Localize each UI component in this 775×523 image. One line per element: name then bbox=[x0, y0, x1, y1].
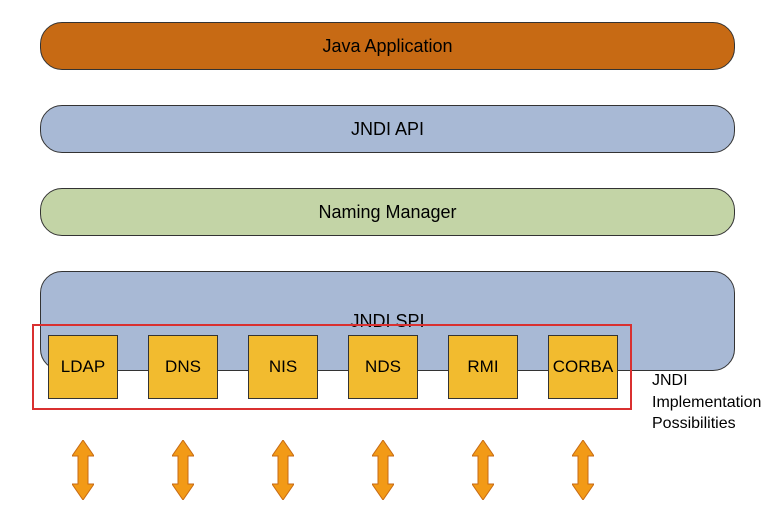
provider-label: NDS bbox=[365, 357, 401, 377]
side-label-line: Implementation bbox=[652, 392, 761, 414]
side-label: JNDI Implementation Possibilities bbox=[652, 370, 761, 435]
provider-dns: DNS bbox=[148, 335, 218, 399]
layer-label: Java Application bbox=[322, 36, 452, 57]
jndi-architecture-diagram: Java Application JNDI API Naming Manager… bbox=[0, 0, 775, 523]
double-arrow-icon bbox=[372, 440, 394, 500]
provider-label: LDAP bbox=[61, 357, 105, 377]
layer-naming-manager: Naming Manager bbox=[40, 188, 735, 236]
provider-corba: CORBA bbox=[548, 335, 618, 399]
provider-ldap: LDAP bbox=[48, 335, 118, 399]
layer-label: JNDI SPI bbox=[350, 311, 424, 332]
double-arrow-icon bbox=[172, 440, 194, 500]
provider-label: DNS bbox=[165, 357, 201, 377]
side-label-line: Possibilities bbox=[652, 413, 761, 435]
provider-nis: NIS bbox=[248, 335, 318, 399]
layer-java-application: Java Application bbox=[40, 22, 735, 70]
double-arrow-icon bbox=[572, 440, 594, 500]
layer-label: Naming Manager bbox=[318, 202, 456, 223]
layer-label: JNDI API bbox=[351, 119, 424, 140]
provider-label: RMI bbox=[467, 357, 498, 377]
side-label-line: JNDI bbox=[652, 370, 761, 392]
provider-nds: NDS bbox=[348, 335, 418, 399]
provider-label: NIS bbox=[269, 357, 297, 377]
layer-jndi-api: JNDI API bbox=[40, 105, 735, 153]
double-arrow-icon bbox=[72, 440, 94, 500]
double-arrow-icon bbox=[272, 440, 294, 500]
double-arrow-icon bbox=[472, 440, 494, 500]
provider-rmi: RMI bbox=[448, 335, 518, 399]
provider-label: CORBA bbox=[553, 357, 613, 377]
